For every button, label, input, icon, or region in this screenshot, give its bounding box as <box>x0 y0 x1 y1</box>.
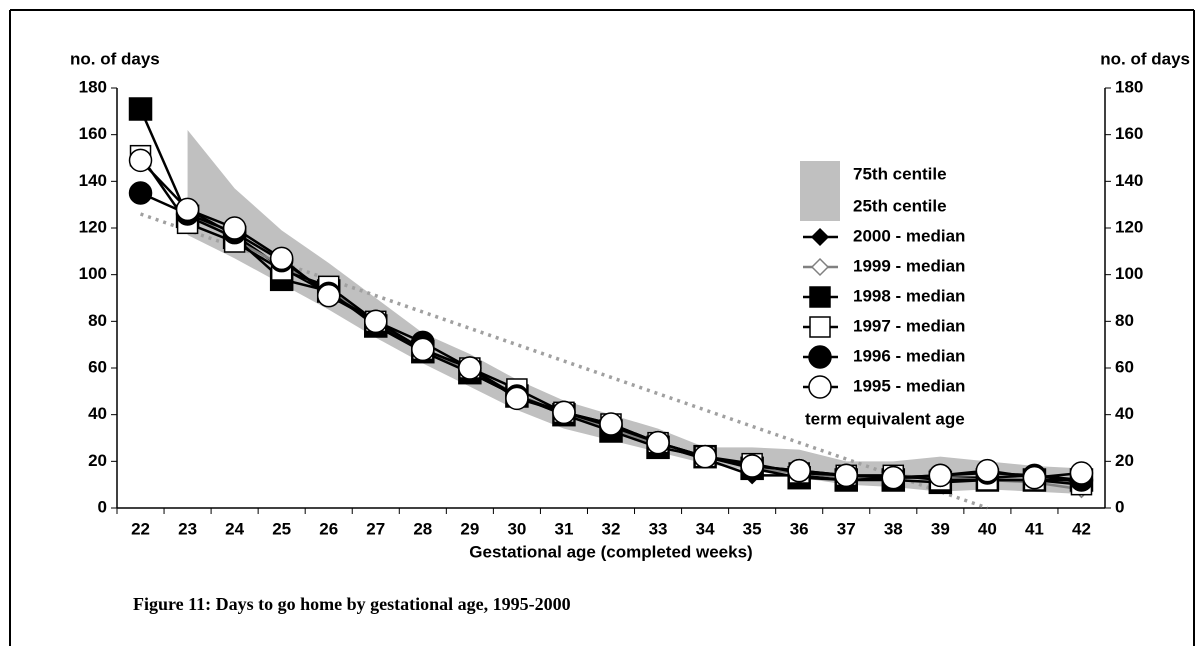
y2-tick-label: 40 <box>1115 404 1134 423</box>
marker <box>787 458 811 483</box>
marker <box>808 375 832 399</box>
x-tick-label: 33 <box>649 519 668 538</box>
marker <box>128 97 153 121</box>
marker <box>881 465 906 490</box>
marker <box>808 345 832 369</box>
marker <box>411 337 435 362</box>
x-axis-label: Gestational age (completed weeks) <box>469 542 752 561</box>
x-tick-label: 22 <box>131 519 150 538</box>
x-tick-label: 39 <box>931 519 950 538</box>
y2-tick-label: 80 <box>1115 311 1134 330</box>
marker <box>364 309 388 334</box>
y2-tick-label: 160 <box>1115 124 1143 143</box>
y2-tick-label: 60 <box>1115 357 1134 376</box>
marker <box>269 246 294 271</box>
y-tick-label: 120 <box>79 217 107 236</box>
legend-swatch <box>800 161 840 221</box>
marker <box>316 283 341 308</box>
y2-tick-label: 20 <box>1115 451 1134 470</box>
x-tick-label: 30 <box>507 519 526 538</box>
marker <box>505 386 529 411</box>
marker <box>1069 461 1094 485</box>
marker <box>458 356 482 380</box>
y-tick-label: 160 <box>79 124 107 143</box>
legend-label: 75th centile <box>853 164 947 183</box>
caption: Figure 11: Days to go home by gestationa… <box>133 594 571 614</box>
y2-tick-label: 180 <box>1115 77 1143 96</box>
term-line <box>139 212 988 510</box>
marker <box>599 412 623 436</box>
legend-label: 1996 - median <box>853 346 965 365</box>
legend-label: term equivalent age <box>805 409 965 428</box>
y-tick-label: 180 <box>79 77 107 96</box>
x-tick-label: 41 <box>1025 519 1044 538</box>
y2-axis-label: no. of days <box>1100 49 1190 68</box>
marker <box>809 286 831 308</box>
y-axis-label: no. of days <box>70 49 160 68</box>
x-tick-label: 38 <box>884 519 903 538</box>
y-tick-label: 60 <box>88 357 107 376</box>
marker <box>128 181 153 205</box>
marker <box>810 227 830 247</box>
x-tick-label: 40 <box>978 519 997 538</box>
x-tick-label: 32 <box>602 519 621 538</box>
marker <box>693 444 717 469</box>
y-tick-label: 100 <box>79 264 107 283</box>
marker <box>128 148 153 173</box>
legend-label: 25th centile <box>853 196 947 215</box>
marker <box>175 197 200 222</box>
marker <box>222 216 247 240</box>
x-tick-label: 42 <box>1072 519 1091 538</box>
marker <box>646 430 670 455</box>
legend-label: 1995 - median <box>853 376 965 395</box>
x-tick-label: 28 <box>413 519 432 538</box>
x-tick-label: 25 <box>272 519 291 538</box>
y-tick-label: 40 <box>88 404 107 423</box>
x-tick-label: 23 <box>178 519 197 538</box>
marker <box>552 400 576 425</box>
x-tick-label: 31 <box>554 519 573 538</box>
y-tick-label: 80 <box>88 311 107 330</box>
marker <box>928 463 953 488</box>
y2-tick-label: 120 <box>1115 217 1143 236</box>
y2-tick-label: 100 <box>1115 264 1143 283</box>
legend-label: 1999 - median <box>853 256 965 275</box>
x-tick-label: 36 <box>790 519 809 538</box>
x-tick-label: 29 <box>460 519 479 538</box>
legend-label: 2000 - median <box>853 226 965 245</box>
legend-label: 1998 - median <box>853 286 965 305</box>
y2-tick-label: 0 <box>1115 497 1124 516</box>
marker <box>740 454 764 478</box>
x-tick-label: 24 <box>225 519 244 538</box>
marker <box>834 463 858 488</box>
legend-label: 1997 - median <box>853 316 965 335</box>
x-tick-label: 27 <box>366 519 385 538</box>
x-tick-label: 26 <box>319 519 338 538</box>
y-tick-label: 140 <box>79 171 107 190</box>
x-tick-label: 37 <box>837 519 856 538</box>
y-tick-label: 20 <box>88 451 107 470</box>
y2-tick-label: 140 <box>1115 171 1143 190</box>
x-tick-label: 35 <box>743 519 762 538</box>
x-tick-label: 34 <box>696 519 715 538</box>
marker <box>809 316 831 338</box>
y-tick-label: 0 <box>98 497 107 516</box>
marker <box>975 458 1000 483</box>
marker <box>810 257 830 277</box>
marker <box>1022 465 1047 490</box>
